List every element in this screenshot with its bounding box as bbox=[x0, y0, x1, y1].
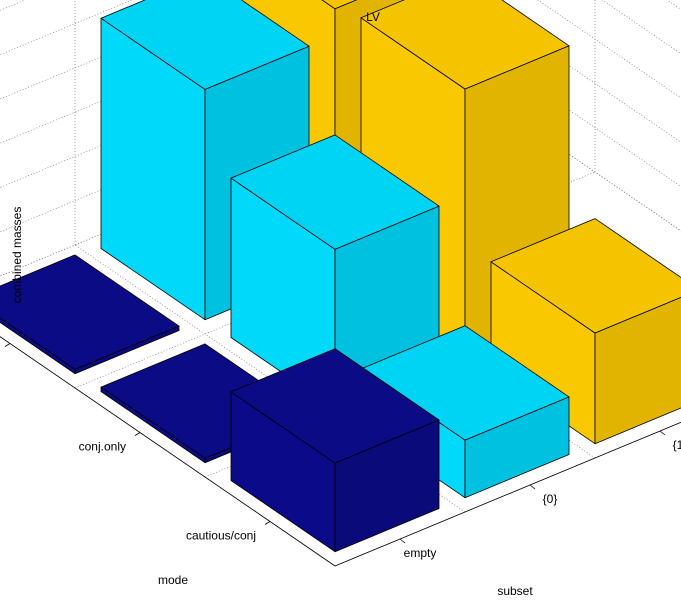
x-tick-label: {1} bbox=[673, 438, 681, 452]
bar-face-top bbox=[0, 254, 180, 370]
x-tick bbox=[529, 484, 536, 490]
y-axis-label: mode bbox=[158, 573, 188, 587]
y-tick bbox=[264, 521, 271, 525]
grid-line bbox=[0, 82, 466, 277]
x-axis-line bbox=[334, 421, 681, 567]
bar-face-top bbox=[230, 348, 440, 464]
bar-face-right bbox=[594, 296, 681, 445]
z-axis-label: combined masses bbox=[10, 207, 24, 304]
y-tick bbox=[4, 343, 11, 347]
grid-line bbox=[74, 171, 596, 389]
x-tick-label: {0} bbox=[543, 492, 558, 506]
bar-face-top bbox=[230, 134, 440, 250]
x-axis-label: subset bbox=[497, 584, 533, 598]
axes bbox=[0, 336, 681, 567]
bar-face-top bbox=[360, 0, 570, 90]
bar bbox=[230, 348, 440, 553]
bars bbox=[0, 0, 681, 553]
x-tick-label: empty bbox=[404, 546, 437, 560]
x-tick bbox=[399, 538, 406, 544]
bar-face-top bbox=[490, 218, 681, 334]
chart-title: LV bbox=[366, 10, 380, 24]
bar-face-top bbox=[100, 0, 310, 90]
y-tick bbox=[134, 432, 141, 436]
y-tick-label: conj.only bbox=[79, 440, 126, 454]
y-tick-label: cautious/conj bbox=[186, 529, 256, 543]
x-tick bbox=[659, 430, 666, 436]
bar bbox=[0, 254, 180, 375]
bar-face-top bbox=[321, 0, 358, 10]
